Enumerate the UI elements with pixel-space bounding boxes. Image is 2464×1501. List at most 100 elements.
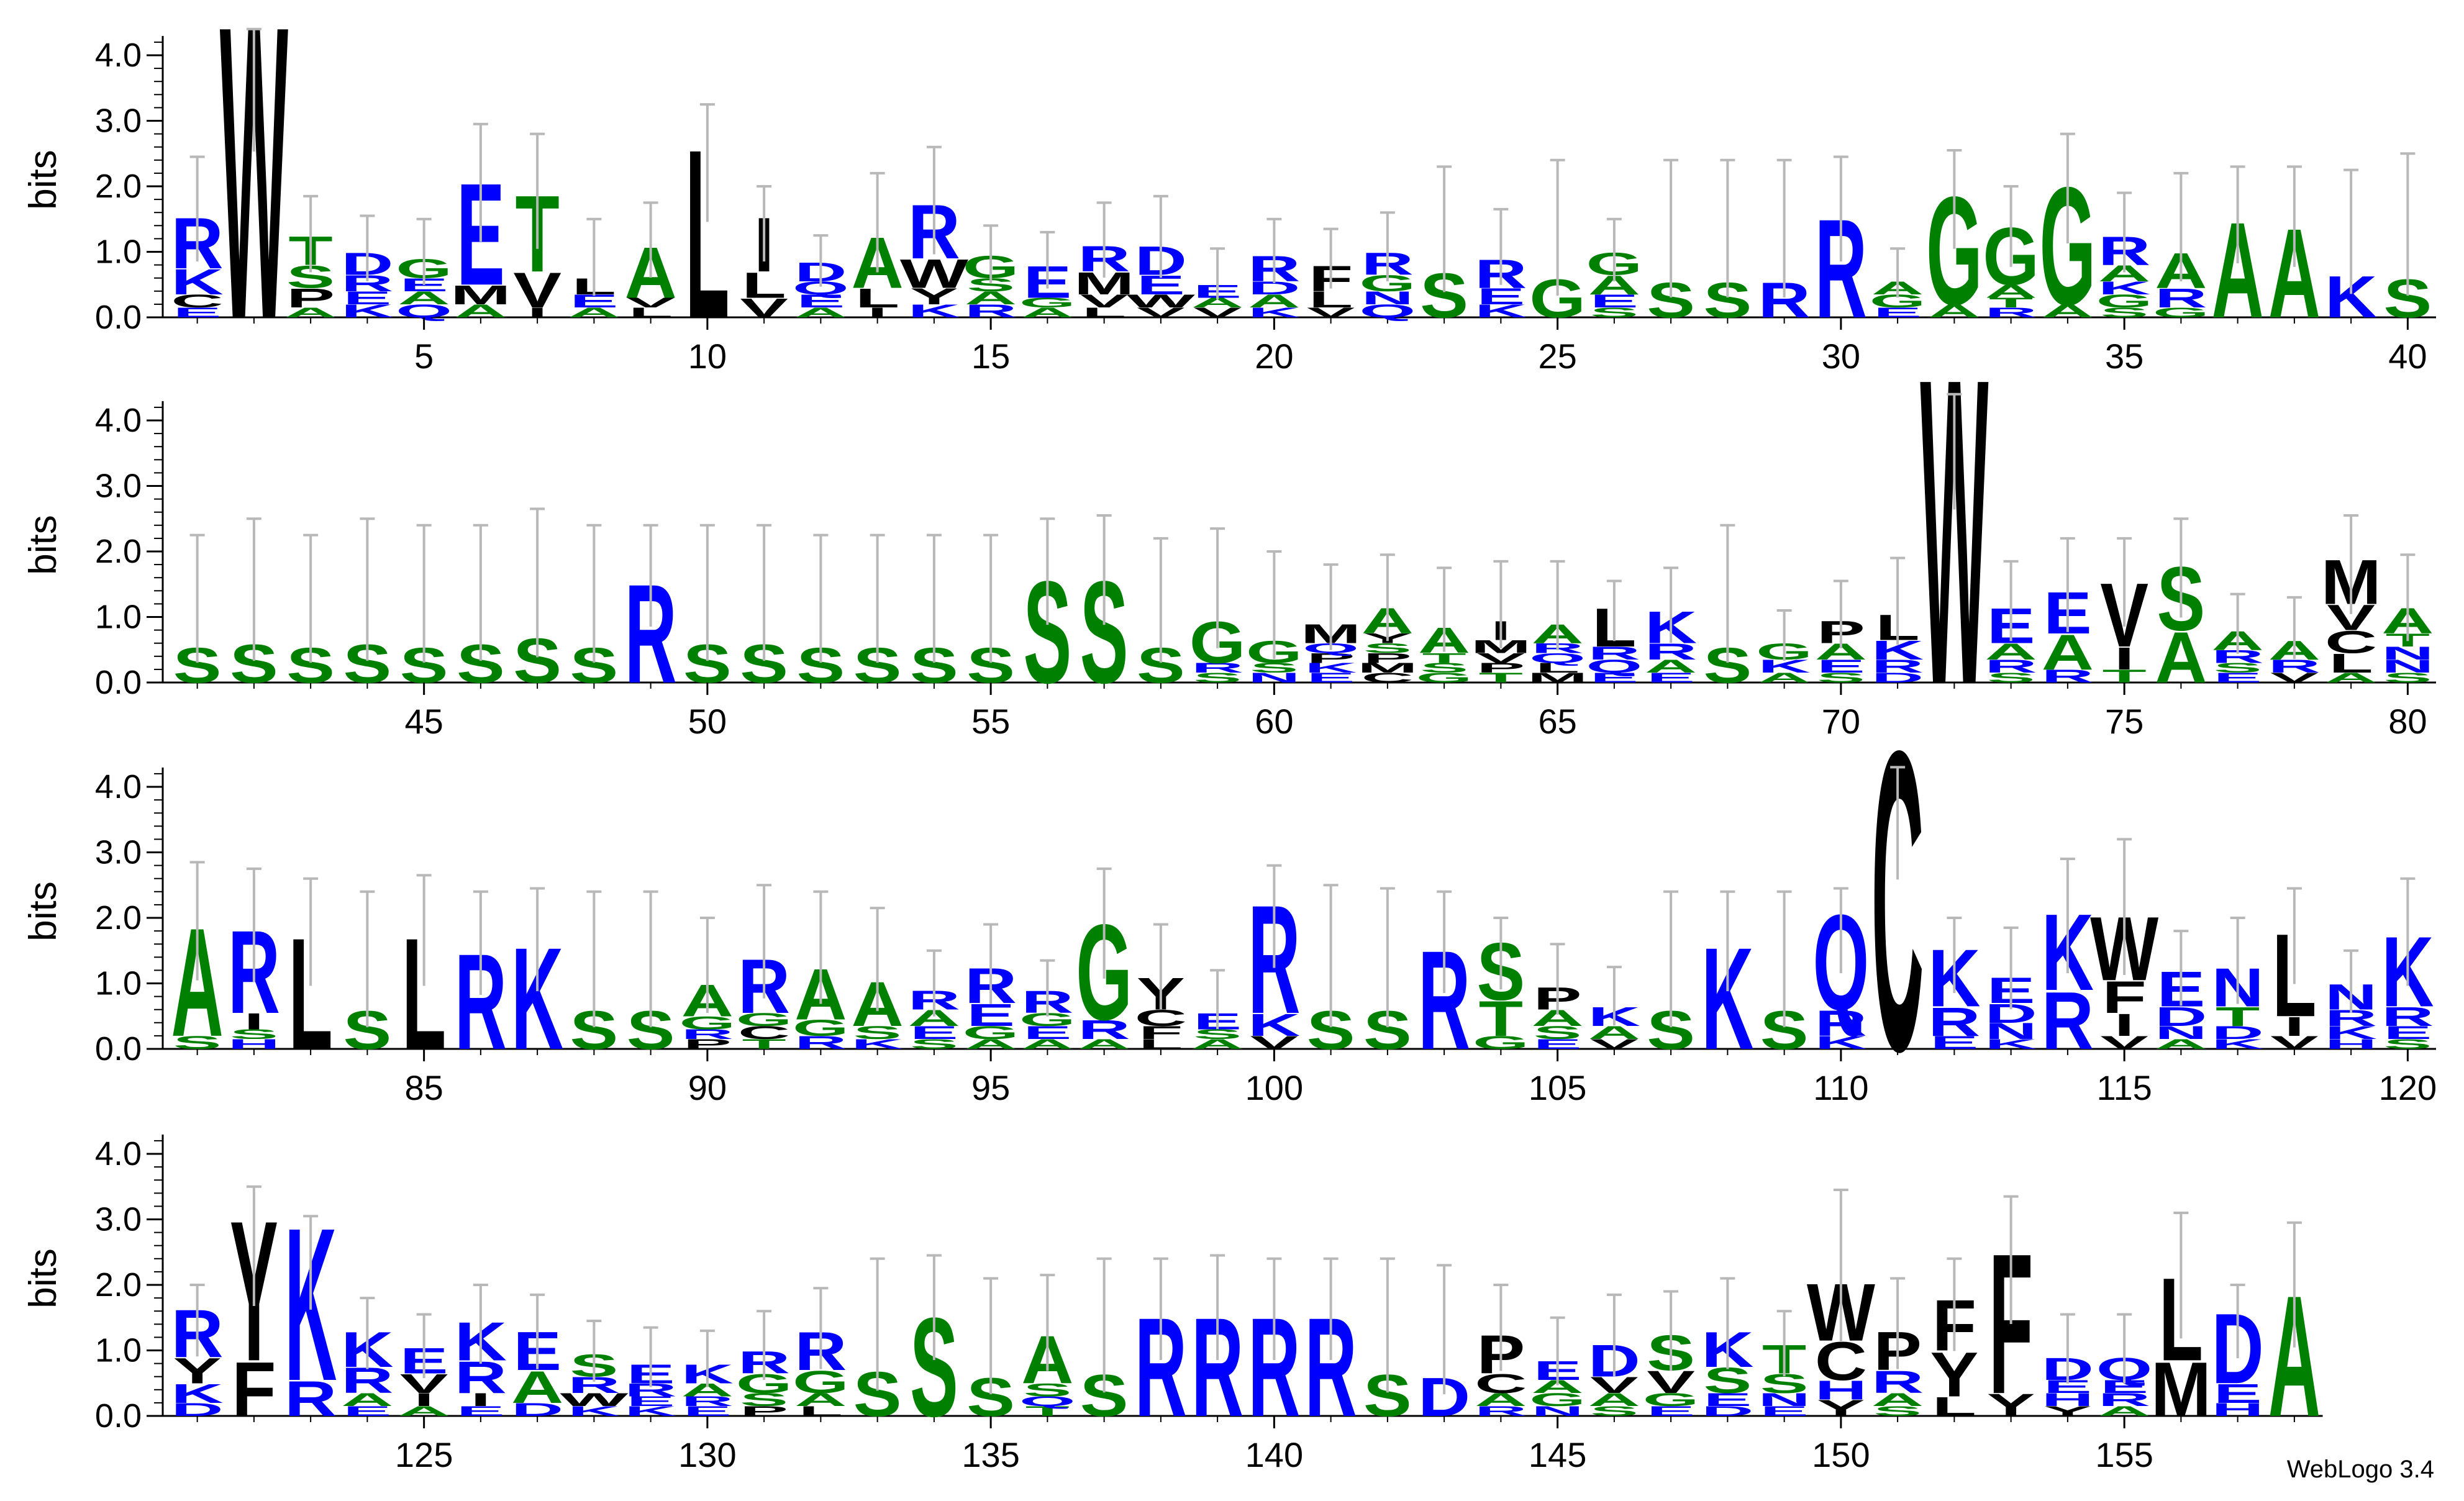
residue-R: R — [2042, 975, 2094, 1066]
residue-F: F — [1139, 1023, 1183, 1043]
residue-A: A — [2042, 301, 2094, 322]
residue-K: K — [908, 301, 960, 322]
x-tick-label: 45 — [404, 702, 443, 741]
residue-D: D — [2212, 1023, 2264, 1043]
residue-I: I — [2114, 641, 2134, 677]
y-tick-label: 0.0 — [95, 1030, 142, 1068]
residue-A: A — [1645, 656, 1697, 677]
residue-Y: Y — [173, 1350, 222, 1391]
residue-E: E — [796, 291, 845, 312]
x-tick-label: 55 — [971, 702, 1010, 741]
residue-A: A — [1588, 1023, 1640, 1043]
residue-C: C — [1135, 1005, 1187, 1031]
residue-Q: Q — [1586, 656, 1643, 677]
y-tick-label: 2.0 — [95, 1266, 142, 1304]
residue-A: A — [1928, 301, 1980, 322]
residue-R: R — [1645, 639, 1697, 664]
residue-W: W — [560, 1390, 629, 1410]
residue-T: T — [1479, 670, 1523, 686]
residue-A: A — [511, 1362, 563, 1413]
residue-N: N — [1362, 288, 1414, 309]
residue-W: W — [1127, 291, 1196, 312]
x-tick-label: 60 — [1255, 702, 1293, 741]
residue-K: K — [1985, 1036, 2037, 1052]
y-axis-label: bits — [22, 881, 65, 941]
residue-V: V — [1137, 305, 1185, 320]
residue-R: R — [1191, 660, 1243, 676]
residue-R: R — [1871, 656, 1924, 677]
residue-R: R — [1588, 643, 1640, 664]
residue-C: C — [738, 1023, 790, 1043]
residue-R: R — [681, 1027, 734, 1042]
residue-K: K — [625, 1404, 677, 1419]
y-tick-label: 4.0 — [95, 402, 142, 439]
residue-I: I — [414, 1390, 434, 1410]
y-tick-label: 2.0 — [95, 899, 142, 936]
residue-V: V — [2270, 1033, 2319, 1053]
residue-A: A — [1985, 639, 2037, 664]
residue-V: V — [1590, 1372, 1639, 1398]
residue-N: N — [2155, 1023, 2207, 1043]
residue-Q: Q — [1360, 301, 1416, 322]
residue-L: L — [1082, 305, 1126, 320]
residue-S: S — [173, 1033, 222, 1053]
residue-I: I — [244, 1009, 264, 1035]
residue-L: L — [629, 305, 673, 320]
residue-R: R — [681, 1394, 734, 1409]
residue-I: I — [2284, 1011, 2304, 1041]
residue-G: G — [1529, 1390, 1586, 1410]
residue-A: A — [1078, 1036, 1130, 1052]
residue-N: N — [2381, 643, 2434, 664]
residue-E: E — [1590, 291, 1639, 312]
residue-W: W — [1920, 288, 1989, 775]
residue-D: D — [1871, 670, 1924, 686]
residue-T: T — [742, 1036, 786, 1052]
residue-S: S — [1193, 670, 1242, 686]
residue-G: G — [1643, 1390, 1699, 1410]
x-tick-label: 70 — [1822, 702, 1860, 741]
residue-K: K — [852, 1036, 904, 1052]
residue-C: C — [1871, 662, 1924, 1140]
y-tick-label: 1.0 — [95, 599, 142, 636]
residue-A: A — [284, 305, 337, 320]
residue-L: L — [1139, 1036, 1183, 1052]
residue-K: K — [1305, 660, 1357, 676]
residue-G: G — [793, 1015, 849, 1041]
residue-E: E — [910, 1023, 958, 1043]
y-tick-label: 3.0 — [95, 834, 142, 871]
residue-V: V — [1307, 305, 1355, 320]
residue-S: S — [853, 1023, 902, 1043]
residue-A: A — [1588, 1390, 1640, 1410]
residue-K: K — [1475, 301, 1527, 322]
residue-E: E — [2214, 1378, 2262, 1408]
residue-R: R — [1871, 1364, 1924, 1400]
residue-T: T — [2216, 1001, 2260, 1032]
residue-R: R — [2268, 656, 2321, 677]
residue-V: V — [1193, 305, 1242, 320]
x-tick-label: 40 — [2388, 337, 2427, 376]
residue-S: S — [1250, 660, 1298, 676]
residue-E: E — [1476, 284, 1525, 309]
x-tick-label: 130 — [678, 1435, 736, 1474]
residue-L: L — [1309, 288, 1353, 313]
residue-M: M — [450, 279, 511, 310]
y-axis-label: bits — [22, 1248, 65, 1308]
residue-V: V — [2270, 670, 2319, 686]
residue-V: V — [1590, 1036, 1639, 1052]
residue-E: E — [1307, 670, 1355, 686]
residue-S: S — [2214, 660, 2262, 676]
residue-D: D — [511, 1400, 563, 1420]
y-axis-label: bits — [22, 150, 65, 209]
residue-M: M — [1357, 660, 1417, 676]
residue-Y: Y — [1930, 1340, 1978, 1410]
residue-G: G — [1416, 670, 1473, 686]
x-tick-label: 135 — [962, 1435, 1019, 1474]
residue-K: K — [2325, 1023, 2377, 1043]
residue-A: A — [568, 305, 620, 320]
residue-A: A — [398, 288, 450, 309]
residue-S: S — [910, 1036, 958, 1052]
residue-R: R — [2042, 666, 2094, 687]
residue-H: H — [1815, 1375, 1867, 1405]
